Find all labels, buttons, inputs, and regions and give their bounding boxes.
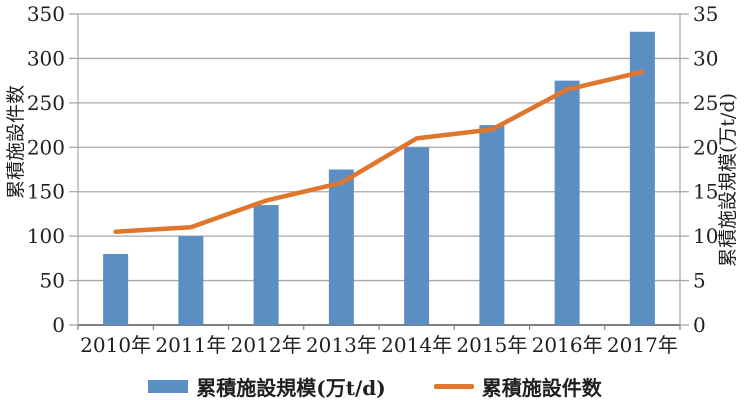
bar-2011年 — [178, 236, 204, 325]
category-label-2016年: 2016年 — [532, 333, 603, 357]
category-label-2012年: 2012年 — [231, 333, 302, 357]
left-axis-tick-label: 0 — [52, 313, 65, 337]
left-axis-tick-label: 100 — [27, 224, 65, 248]
bar-2016年 — [554, 80, 580, 326]
left-axis-tick-label: 50 — [40, 269, 65, 293]
category-label-2015年: 2015年 — [456, 333, 527, 357]
right-axis-tick-label: 20 — [693, 135, 718, 159]
bar-series-swatch — [148, 379, 189, 393]
left-axis-tick-label: 300 — [27, 46, 65, 70]
right-axis-tick-label: 10 — [693, 224, 718, 248]
category-label-2014年: 2014年 — [381, 333, 452, 357]
right-axis-tick-label: 30 — [693, 46, 718, 70]
line-series — [113, 69, 645, 234]
right-axis-tick-label: 5 — [693, 269, 706, 293]
bar-2013年 — [328, 169, 354, 325]
left-axis-tick-label: 150 — [27, 180, 65, 204]
bar-2017年 — [629, 31, 655, 326]
right-axis-tick-label: 15 — [693, 180, 718, 204]
right-axis-tick-label: 35 — [693, 2, 718, 26]
legend-item-line-series: 累積施設件数 — [433, 372, 602, 400]
category-label-2010年: 2010年 — [80, 333, 151, 357]
combo-chart: 0 0 50 5 100 10 150 15 200 20 250 25 300 30 350 35 2010年… — [5, 2, 739, 357]
bar-2010年 — [103, 253, 129, 325]
bar-2012年 — [253, 205, 279, 325]
bar-2015年 — [479, 125, 505, 325]
chart-legend: 累積施設規模(万t/d) 累積施設件数 — [0, 372, 750, 400]
bar-series-label: 累積施設規模(万t/d) — [196, 375, 386, 400]
right-axis-tick-label: 25 — [693, 91, 718, 115]
line-series-label: 累積施設件数 — [481, 375, 602, 400]
left-axis-title: 累積施設件数 — [5, 85, 27, 199]
bar-2014年 — [404, 147, 430, 325]
left-axis-tick-label: 350 — [27, 2, 65, 26]
line-series-swatch — [433, 383, 474, 389]
left-axis-tick-label: 200 — [27, 135, 65, 159]
left-axis-tick-label: 250 — [27, 91, 65, 115]
category-label-2017年: 2017年 — [607, 333, 678, 357]
right-axis-title: 累積施設規模(万t/d) — [717, 93, 739, 267]
right-axis-tick-label: 0 — [693, 313, 706, 337]
legend-item-bar-series: 累積施設規模(万t/d) — [148, 372, 386, 400]
category-label-2013年: 2013年 — [306, 333, 377, 357]
category-label-2011年: 2011年 — [155, 333, 226, 357]
